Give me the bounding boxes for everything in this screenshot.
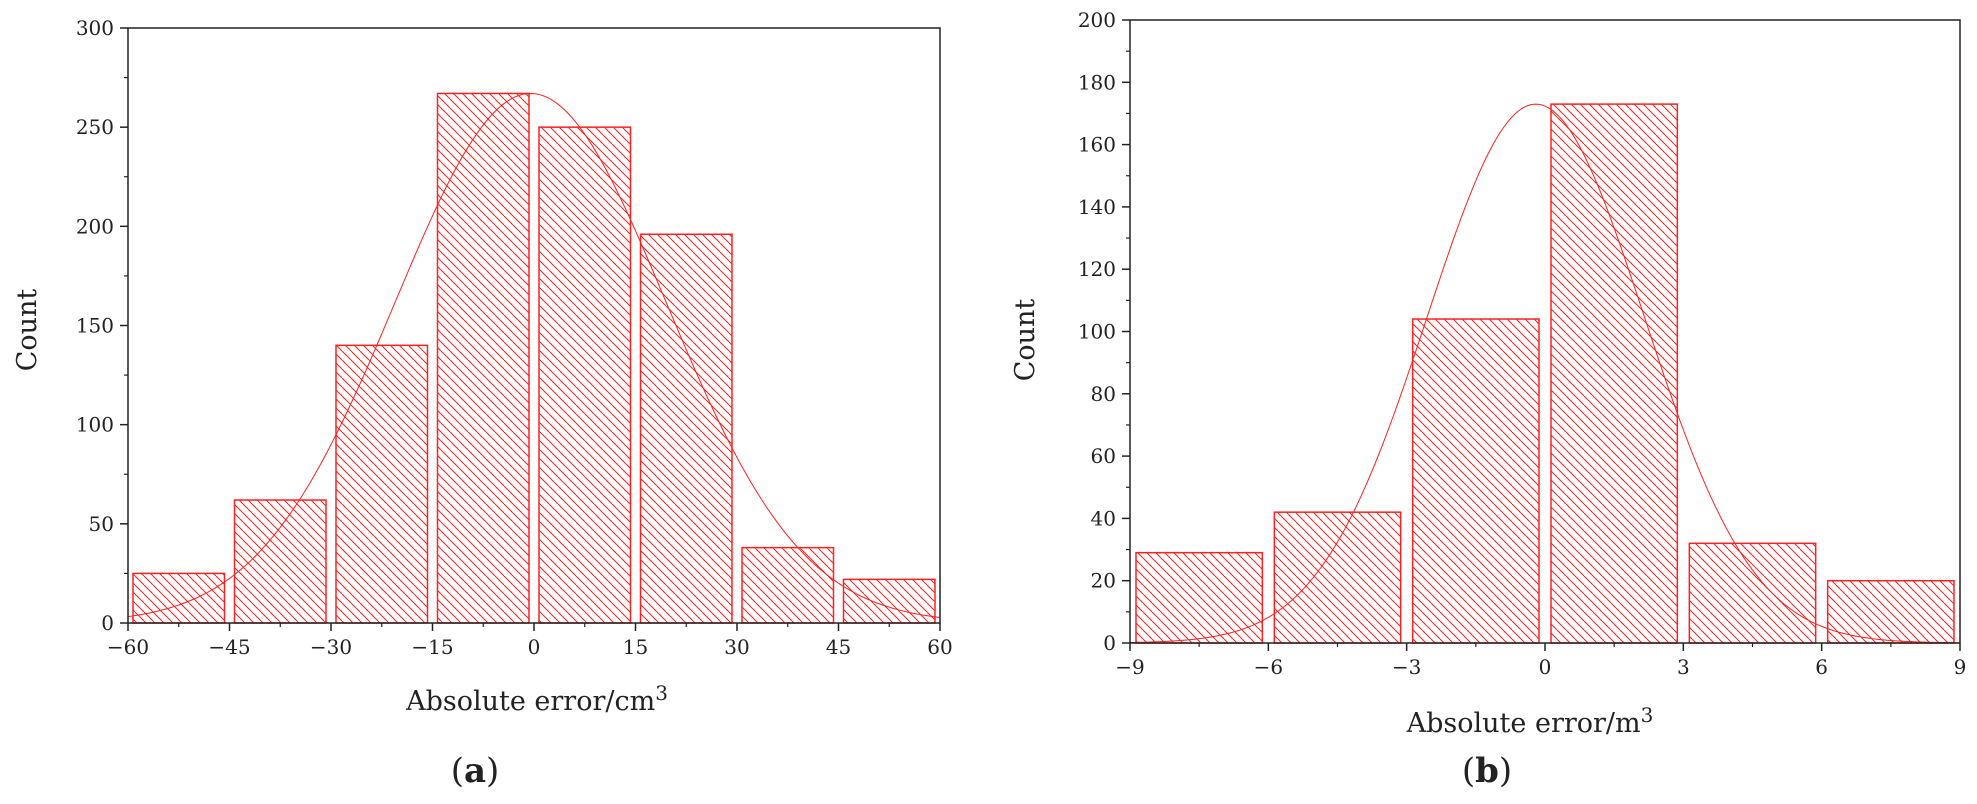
y-tick-label: 200: [1078, 8, 1116, 32]
histogram-bar: [233, 499, 327, 624]
x-tick-label: 0: [528, 635, 541, 659]
histogram-bar: [1411, 318, 1540, 644]
x-tick-label: −9: [1115, 655, 1144, 679]
histogram-bar: [1688, 542, 1817, 644]
y-tick-label: 140: [1078, 195, 1116, 219]
y-tick-label: 20: [1091, 569, 1116, 593]
histogram-bar: [741, 546, 835, 624]
y-tick-label: 180: [1078, 70, 1116, 94]
x-tick-label: −45: [208, 635, 250, 659]
histogram-bar: [639, 233, 733, 624]
y-tick-label: 300: [76, 16, 114, 40]
x-tick-label: −15: [411, 635, 453, 659]
histogram-bar: [842, 578, 936, 624]
histogram-panel-a: −60 −45 −30 −15 0 15 30 45 60050100150200250300 …: [12, 16, 953, 791]
x-tick-label: −6: [1254, 655, 1283, 679]
y-tick-label: 0: [101, 611, 114, 635]
x-tick-label: −3: [1392, 655, 1421, 679]
x-tick-label: 9: [1954, 655, 1967, 679]
y-axis-label: Count: [1010, 299, 1041, 382]
axes-frame: [1129, 19, 1961, 644]
histogram-bar: [132, 572, 226, 624]
y-axis-label: Count: [12, 289, 43, 372]
x-tick-label: −30: [310, 635, 352, 659]
y-tick-label: 40: [1091, 506, 1116, 530]
y-tick-label: 50: [89, 512, 114, 536]
x-tick-label: 3: [1677, 655, 1690, 679]
normal-fit-curve: [127, 92, 941, 619]
normal-fit-curve: [1129, 103, 1961, 644]
x-tick-label: 60: [927, 635, 952, 659]
x-tick-label: 6: [1815, 655, 1828, 679]
x-tick-label: 30: [724, 635, 749, 659]
y-tick-label: 120: [1078, 257, 1116, 281]
y-tick-label: 100: [76, 413, 114, 437]
plot-area: −60 −45 −30 −15 0 15 30 45 60 0 50 100 150 200 250 300: [76, 16, 953, 659]
x-tick-label: 45: [826, 635, 851, 659]
histogram-bar: [1826, 579, 1955, 644]
y-tick-label: 60: [1091, 444, 1116, 468]
x-tick-label: −60: [107, 635, 149, 659]
x-axis-label: Absolute error/cm3: [405, 681, 668, 717]
histogram-bar: [335, 344, 429, 624]
y-tick-label: 100: [1078, 320, 1116, 344]
x-tick-label: 15: [623, 635, 648, 659]
y-tick-label: 160: [1078, 133, 1116, 157]
histogram-bar: [1550, 103, 1679, 644]
histogram-bar: [538, 126, 632, 624]
histogram-bar: [1273, 511, 1402, 644]
y-tick-label: 0: [1103, 631, 1116, 655]
y-tick-label: 150: [76, 314, 114, 338]
y-tick-label: 200: [76, 214, 114, 238]
plot-area: −9 −6 −3 0 3 6 9 0 20 40 60 80 100 120 140 160 180 200: [1078, 8, 1967, 679]
y-tick-label: 250: [76, 115, 114, 139]
x-axis-label: Absolute error/m3: [1406, 703, 1654, 739]
panel-label-a: (a): [451, 751, 500, 791]
panel-label-b: (b): [1462, 751, 1512, 791]
y-tick-label: 80: [1091, 382, 1116, 406]
histogram-bar: [436, 92, 530, 624]
x-tick-label: 0: [1539, 655, 1552, 679]
histogram-bar: [1135, 551, 1264, 644]
histogram-panel-b: −9 −6 −3 0 3 6 9 0 20 40 60 80 100 120 140 160 180 200 Co…: [1010, 8, 1966, 791]
